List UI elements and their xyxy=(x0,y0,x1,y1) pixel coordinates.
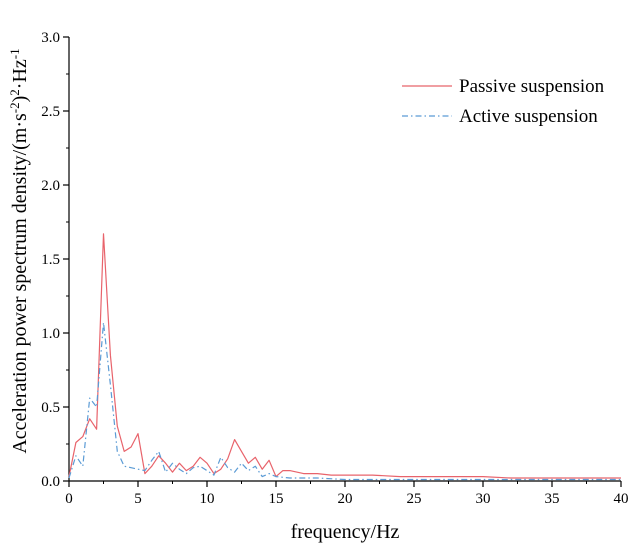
y-ticks: 0.0 0.5 1.0 1.5 2.0 2.5 3.0 xyxy=(41,30,69,490)
y-axis-title-unit: ·Hz xyxy=(9,59,31,89)
x-ticks: 0 5 10 15 20 25 30 35 40 xyxy=(65,481,629,507)
y-tick-label: 3.0 xyxy=(41,30,60,46)
legend: Passive suspension Active suspension xyxy=(402,76,605,127)
x-tick-label: 0 xyxy=(65,491,73,507)
series-line-passive xyxy=(68,233,621,479)
y-axis-title-mid: ) xyxy=(9,96,31,103)
y-tick-label: 0.0 xyxy=(41,474,60,490)
x-tick-label: 10 xyxy=(200,491,215,507)
y-tick-label: 0.5 xyxy=(41,400,60,416)
x-tick-label: 15 xyxy=(269,491,284,507)
y-axis-title-main: Acceleration power spectrum density/(m·s xyxy=(9,113,31,454)
y-axis-title-exp2: 2 xyxy=(7,89,22,96)
x-tick-label: 35 xyxy=(545,491,560,507)
y-axis-title-exp3: -1 xyxy=(7,48,22,59)
y-tick-label: 2.5 xyxy=(41,104,60,120)
legend-label-active: Active suspension xyxy=(459,106,598,127)
legend-label-passive: Passive suspension xyxy=(459,76,605,97)
x-tick-label: 5 xyxy=(134,491,142,507)
x-axis-title: frequency/Hz xyxy=(291,521,400,543)
plot-area xyxy=(68,37,621,482)
series-layer xyxy=(68,233,621,481)
x-tick-label: 40 xyxy=(614,491,629,507)
y-axis-title: Acceleration power spectrum density/(m·s… xyxy=(7,48,32,453)
y-tick-label: 1.0 xyxy=(41,326,60,342)
x-tick-label: 30 xyxy=(476,491,491,507)
y-tick-label: 2.0 xyxy=(41,178,60,194)
series-line-active xyxy=(68,322,621,481)
y-tick-label: 1.5 xyxy=(41,252,60,268)
x-tick-label: 20 xyxy=(338,491,353,507)
y-axis-title-exp1: -2 xyxy=(7,102,22,113)
x-tick-label: 25 xyxy=(407,491,422,507)
